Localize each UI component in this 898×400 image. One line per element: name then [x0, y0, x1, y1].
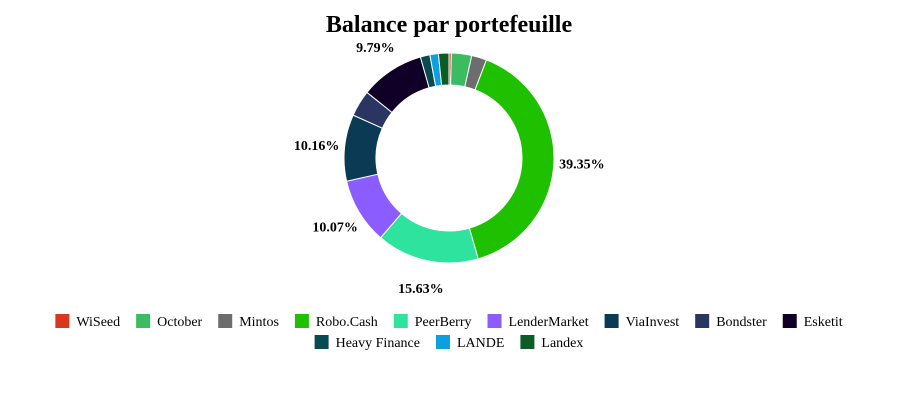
- legend-item-robo-cash[interactable]: Robo.Cash: [294, 314, 378, 330]
- legend-swatch: [314, 335, 329, 349]
- pct-label-lendermarket: 10.07%: [312, 221, 358, 236]
- legend-item-esketit[interactable]: Esketit: [782, 314, 843, 330]
- pct-label-esketit: 9.79%: [356, 41, 395, 56]
- legend-label: WiSeed: [76, 315, 120, 330]
- legend-item-wiseed[interactable]: WiSeed: [55, 314, 120, 330]
- legend-swatch: [55, 314, 70, 328]
- legend-label: October: [157, 315, 202, 330]
- legend-swatch: [520, 335, 535, 349]
- pct-label-viainvest: 10.16%: [294, 139, 340, 154]
- legend-item-lendermarket[interactable]: LenderMarket: [487, 314, 589, 330]
- legend-item-viainvest[interactable]: ViaInvest: [604, 314, 680, 330]
- legend-label: Robo.Cash: [316, 315, 378, 330]
- legend-item-lande[interactable]: LANDE: [435, 335, 504, 351]
- slice-robo-cash[interactable]: [468, 59, 555, 260]
- legend-swatch: [487, 314, 502, 328]
- chart-title: Balance par portefeuille: [326, 12, 573, 38]
- legend-item-bondster[interactable]: Bondster: [695, 314, 767, 330]
- legend-label: Bondster: [716, 315, 767, 330]
- legend-swatch: [782, 314, 797, 328]
- legend-swatch: [604, 314, 619, 328]
- legend-item-peerberry[interactable]: PeerBerry: [393, 314, 472, 330]
- legend-item-mintos[interactable]: Mintos: [218, 314, 279, 330]
- pct-label-peerberry: 15.63%: [398, 282, 444, 297]
- legend-swatch: [294, 314, 309, 328]
- legend-label: Heavy Finance: [336, 336, 420, 351]
- legend-label: Mintos: [239, 315, 279, 330]
- legend-label: ViaInvest: [626, 315, 680, 330]
- legend-swatch: [695, 314, 710, 328]
- legend-label: PeerBerry: [415, 315, 472, 330]
- legend-item-heavy-finance[interactable]: Heavy Finance: [314, 335, 420, 351]
- legend: WiSeed October Mintos Robo.Cash PeerBerry Len…: [55, 314, 843, 351]
- legend-swatch: [435, 335, 450, 349]
- legend-item-landex[interactable]: Landex: [520, 335, 583, 351]
- percentage-labels: 39.35% 15.63% 10.07% 10.16% 9.79%: [294, 41, 605, 297]
- legend-swatch: [136, 314, 151, 328]
- slice-landex[interactable]: [437, 52, 450, 86]
- donut-slices: [343, 52, 555, 264]
- legend-swatch: [393, 314, 408, 328]
- legend-label: LANDE: [457, 336, 504, 351]
- legend-label: LenderMarket: [509, 315, 589, 330]
- legend-swatch: [218, 314, 233, 328]
- legend-item-october[interactable]: October: [136, 314, 203, 330]
- pct-label-robo-cash: 39.35%: [559, 157, 605, 172]
- legend-label: Landex: [541, 336, 583, 351]
- legend-label: Esketit: [804, 315, 843, 330]
